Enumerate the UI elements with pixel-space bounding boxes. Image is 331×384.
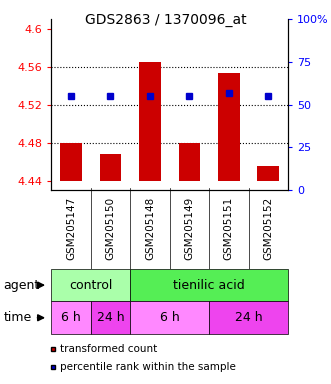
Text: GSM205151: GSM205151 (224, 197, 234, 260)
FancyBboxPatch shape (209, 301, 288, 334)
Text: 6 h: 6 h (160, 311, 179, 324)
Text: GSM205148: GSM205148 (145, 197, 155, 260)
Text: GSM205152: GSM205152 (263, 197, 273, 260)
FancyBboxPatch shape (130, 269, 288, 301)
FancyBboxPatch shape (51, 269, 130, 301)
Text: GSM205149: GSM205149 (184, 197, 194, 260)
Text: agent: agent (3, 279, 40, 291)
Bar (178, 142, 200, 180)
FancyBboxPatch shape (91, 301, 130, 334)
FancyBboxPatch shape (51, 301, 91, 334)
Bar (60, 142, 82, 180)
Bar (139, 62, 161, 180)
Text: 24 h: 24 h (235, 311, 262, 324)
FancyBboxPatch shape (130, 301, 209, 334)
Bar (218, 73, 240, 180)
Text: tienilic acid: tienilic acid (173, 279, 245, 291)
Text: GSM205147: GSM205147 (66, 197, 76, 260)
Text: GSM205150: GSM205150 (106, 197, 116, 260)
Text: transformed count: transformed count (60, 344, 158, 354)
Text: time: time (3, 311, 31, 324)
Text: GDS2863 / 1370096_at: GDS2863 / 1370096_at (85, 13, 246, 27)
Text: percentile rank within the sample: percentile rank within the sample (60, 362, 236, 372)
Bar (258, 166, 279, 180)
Text: 24 h: 24 h (97, 311, 124, 324)
Text: 6 h: 6 h (61, 311, 81, 324)
Text: control: control (69, 279, 113, 291)
Bar (100, 154, 121, 180)
